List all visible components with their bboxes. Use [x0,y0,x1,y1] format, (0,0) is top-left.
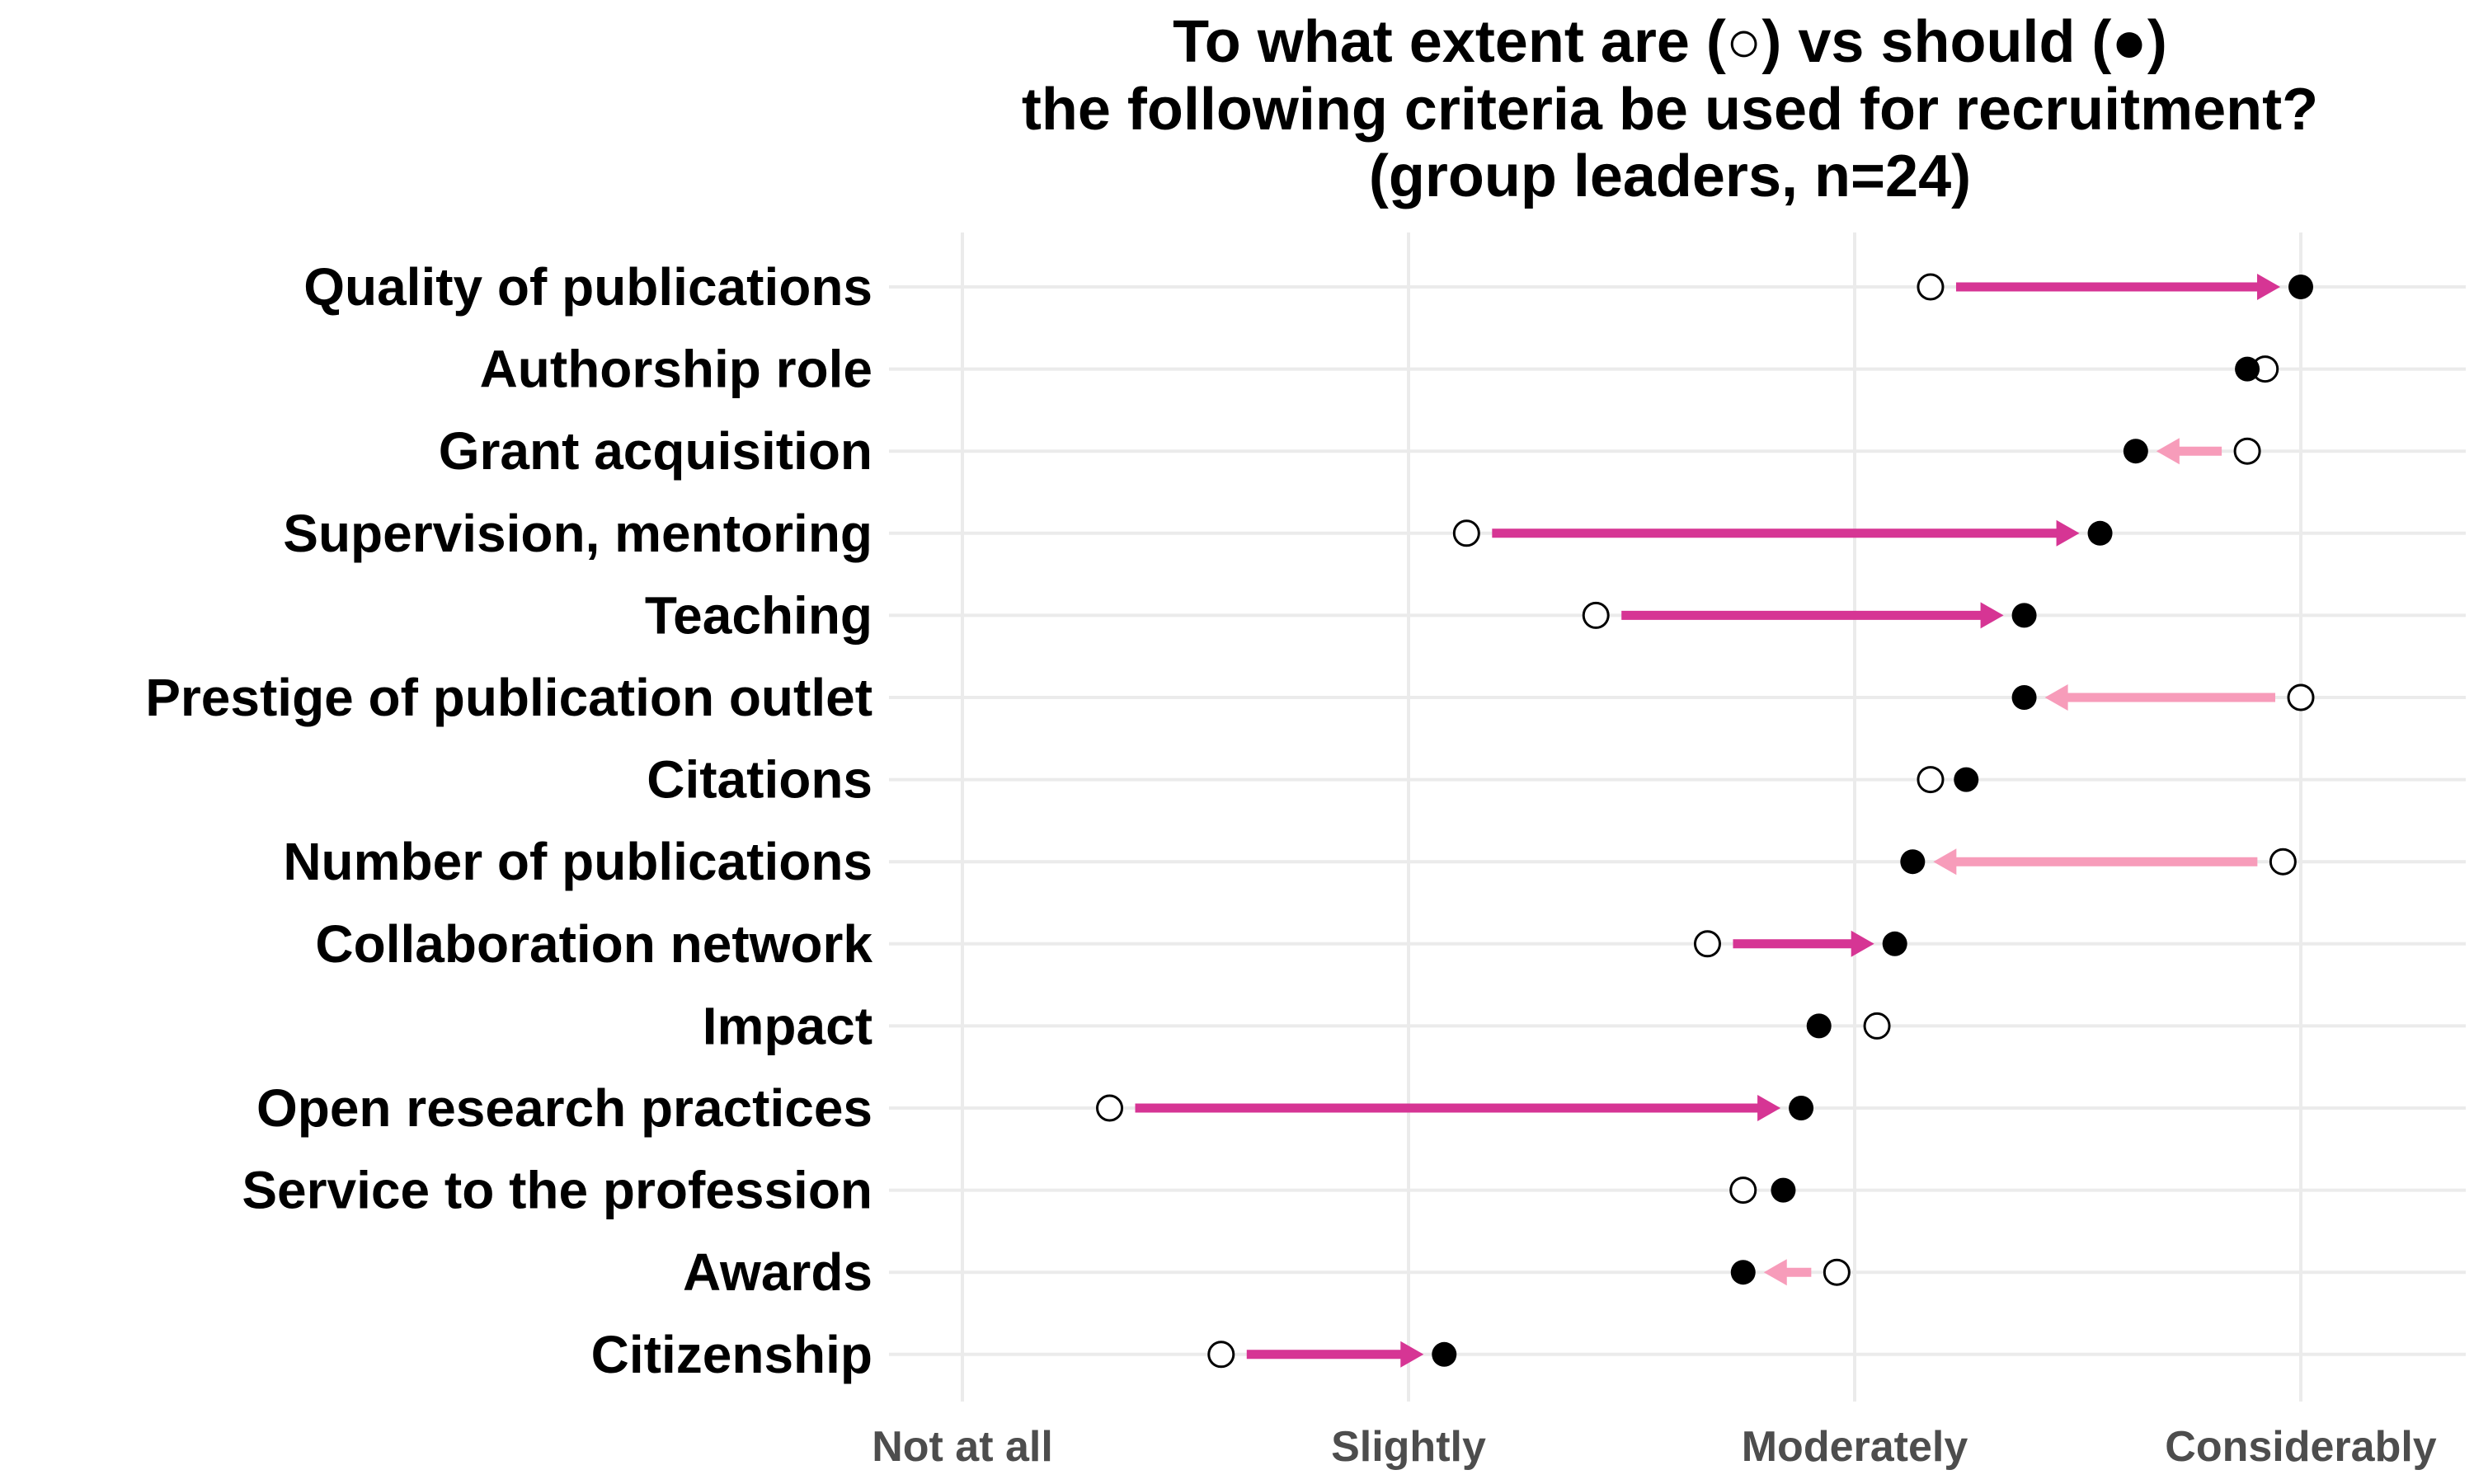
change-arrow-head [1851,930,1874,957]
are-point [1729,1176,1757,1205]
are-point [1452,519,1480,547]
change-arrow-head [2257,274,2280,300]
should-point [2288,275,2313,299]
should-point [1771,1177,1796,1203]
are-point [1096,1094,1124,1122]
should-point [1900,849,1926,875]
x-tick-label: Slightly [1331,1423,1486,1471]
y-category-label: Open research practices [256,1078,872,1138]
are-point [1917,766,1945,794]
x-tick-label: Considerably [2165,1423,2436,1471]
should-point [2123,439,2148,464]
should-point [2011,685,2037,710]
should-point [1954,767,1979,792]
are-point [2269,848,2297,876]
y-category-label: Collaboration network [315,914,872,974]
should-point [1432,1341,1457,1367]
y-category-label: Awards [683,1242,872,1302]
are-point [1207,1341,1235,1369]
chart-title: To what extent are (○) vs should (●) the… [1022,9,2318,209]
should-point [1789,1096,1814,1120]
change-arrow-head [2156,438,2180,465]
are-point [1582,601,1610,629]
y-category-label: Prestige of publication outlet [145,668,872,727]
change-arrow-head [1757,1095,1781,1121]
are-point [1823,1258,1851,1286]
should-point [1730,1260,1756,1285]
y-category-label: Grant acquisition [439,421,872,481]
are-point [1917,273,1945,301]
should-point [2087,520,2113,546]
should-point [2235,356,2260,382]
are-point [2287,683,2315,711]
x-tick-label: Moderately [1742,1423,1968,1471]
should-point [2011,603,2037,628]
should-point [1806,1013,1832,1039]
x-tick-label: Not at all [872,1423,1053,1471]
change-arrow-head [1980,602,2004,629]
are-point [1693,930,1721,958]
change-arrow-head [1763,1259,1787,1286]
y-category-label: Impact [703,996,872,1055]
y-category-label: Quality of publications [303,257,872,317]
change-arrow-head [1933,848,1957,876]
y-category-label: Service to the profession [242,1161,872,1220]
y-category-label: Supervision, mentoring [283,504,872,563]
chart-title-line-3: (group leaders, n=24) [1369,143,1971,209]
change-arrow-head [1400,1341,1424,1368]
change-arrow-head [2044,684,2068,711]
y-category-label: Teaching [645,585,872,645]
are-point [2233,437,2261,465]
plot-area: Not at all Slightly Moderately Considerably… [145,232,2466,1471]
chart-title-line-1: To what extent are (○) vs should (●) [1173,9,2167,75]
y-category-label: Number of publications [283,832,872,891]
y-category-label: Authorship role [480,340,872,399]
change-arrow-head [2056,519,2080,547]
should-point [1882,931,1907,956]
y-category-label: Citations [647,750,872,810]
chart-title-line-2: the following criteria be used for recru… [1022,77,2318,143]
are-point [1863,1012,1891,1040]
y-category-label: Citizenship [591,1325,872,1384]
